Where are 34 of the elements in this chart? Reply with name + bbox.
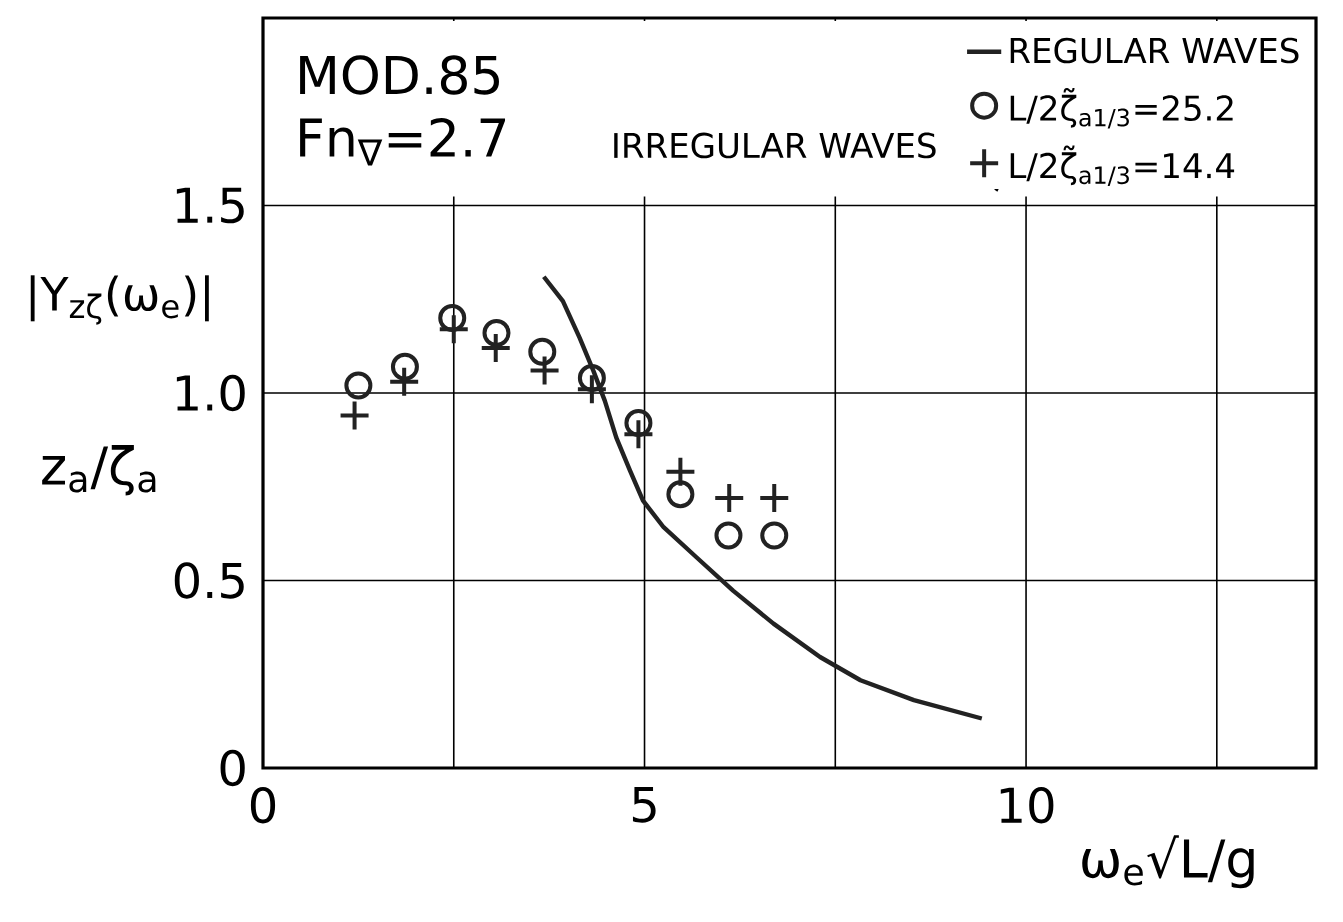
x-tick-label: 10 (1000, 787, 1054, 824)
y-tick-label: 1.0 (176, 374, 245, 412)
line-series (541, 274, 984, 721)
point (530, 356, 559, 385)
legend-label: REGULAR WAVES (1010, 37, 1299, 64)
point (666, 457, 695, 486)
y-tick-label: 1.5 (176, 187, 244, 224)
point (528, 337, 557, 366)
x-axis-title: ω$_{e}$√L/g (1082, 835, 1254, 889)
point (715, 483, 744, 512)
point (624, 420, 653, 449)
annotation: Fn$_{∇}$=2.7 (300, 117, 506, 166)
y-tick-label: 0.5 (174, 562, 244, 599)
point (666, 480, 695, 509)
point (390, 352, 419, 381)
point (340, 401, 369, 430)
annotation: IRREGULAR WAVES (614, 132, 936, 159)
point (481, 334, 510, 362)
point (439, 315, 468, 344)
y-tick-label: 0 (220, 749, 245, 787)
point (577, 375, 606, 404)
x-tick-label: 5 (632, 787, 656, 823)
point (482, 318, 511, 347)
legend-label: L/2ζ̃$_{a1/3}$=25.2 (1010, 87, 1233, 129)
point (760, 521, 789, 550)
point (714, 521, 743, 550)
point (344, 371, 373, 400)
legend-label: L/2ζ̃$_{a1/3}$=14.4 (1010, 145, 1235, 187)
text: z$_{a}$/ζ$_{a}$ (42, 445, 156, 496)
point (760, 483, 789, 512)
x-tick-label: 0 (250, 787, 276, 824)
point (390, 367, 419, 396)
y-axis-title: |Y$_{zζ}$(ω$_{e}$)| (30, 275, 209, 325)
annotation: MOD.85 (300, 55, 499, 95)
